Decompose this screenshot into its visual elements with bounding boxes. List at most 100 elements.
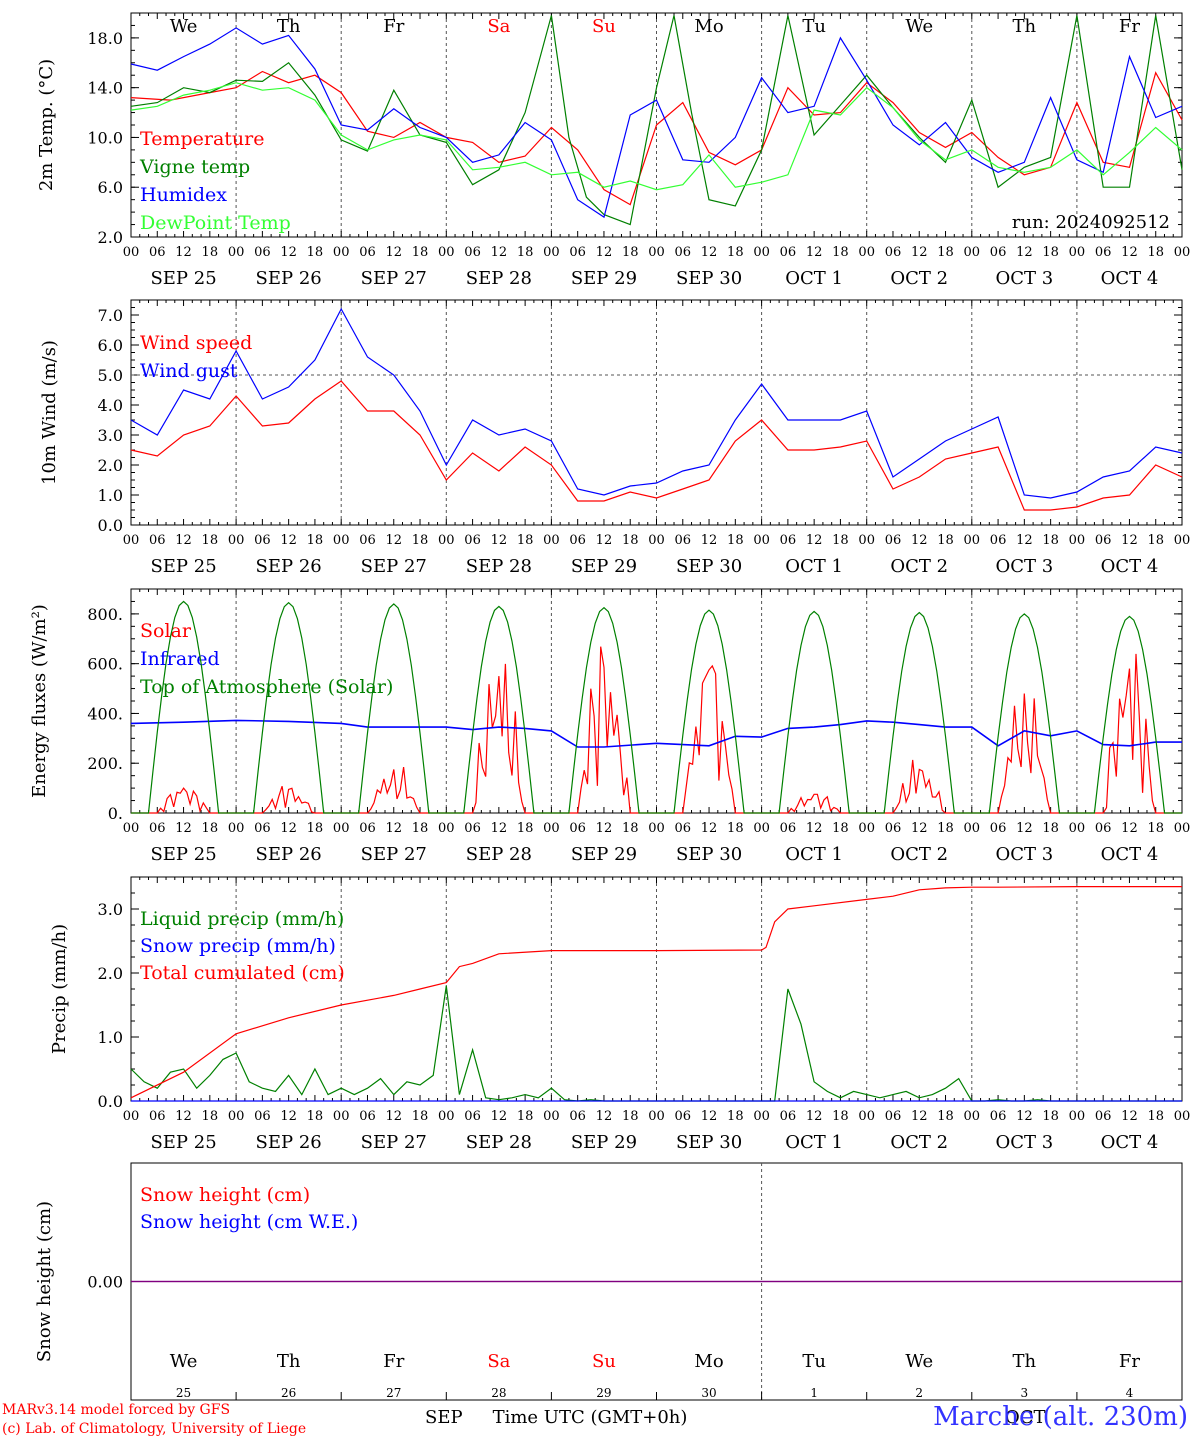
hour-tick-label: 18 (727, 1109, 744, 1124)
day-number-label: 30 (701, 1386, 716, 1400)
hour-tick-label: 18 (937, 533, 954, 548)
hour-tick-label: 18 (307, 533, 324, 548)
date-label: SEP 26 (256, 268, 322, 289)
hour-tick-label: 12 (911, 1109, 928, 1124)
hour-tick-label: 18 (412, 245, 429, 260)
hour-tick-label: 06 (990, 533, 1007, 548)
hour-tick-label: 06 (254, 245, 271, 260)
hour-tick-label: 00 (858, 533, 875, 548)
y-axis-title: Snow height (cm) (34, 1201, 55, 1362)
y-tick-label: 2.0 (98, 964, 123, 983)
hour-tick-label: 18 (202, 821, 219, 836)
date-label: SEP 30 (676, 1132, 742, 1153)
y-tick-label: 400. (87, 704, 123, 723)
series-line-infrared (130, 719, 1182, 748)
hour-tick-label: 06 (254, 1109, 271, 1124)
hour-tick-label: 00 (964, 245, 981, 260)
weekday-label: Th (277, 1351, 301, 1372)
hour-tick-label: 12 (280, 533, 297, 548)
hour-tick-label: 18 (622, 1109, 639, 1124)
hour-tick-label: 06 (990, 821, 1007, 836)
month-label-sep: SEP (425, 1407, 463, 1428)
legend-item: Temperature (140, 128, 264, 150)
y-tick-label: 0.00 (87, 1273, 123, 1292)
series-line-vigne-temp (130, 15, 1183, 226)
hour-tick-label: 12 (701, 533, 718, 548)
day-number-label: 25 (176, 1386, 191, 1400)
day-number-label: 1 (810, 1386, 818, 1400)
y-tick-label: 6.0 (98, 336, 123, 355)
hour-tick-label: 06 (569, 245, 586, 260)
model-credit: MARv3.14 model forced by GFS (2, 1402, 231, 1418)
panel-temp: 2.0 6.0 10.0 14.0 18.0 2m Temp. (°C) Temperatu… (36, 12, 1191, 289)
weekday-label: Sa (487, 1351, 510, 1372)
y-tick-label: 600. (87, 655, 123, 674)
date-label: OCT 1 (785, 844, 843, 865)
hour-tick-label: 00 (438, 821, 455, 836)
date-label: OCT 4 (1101, 844, 1159, 865)
y-tick-label: 7.0 (98, 306, 123, 325)
hour-tick-label: 00 (228, 245, 245, 260)
hour-tick-label: 06 (885, 821, 902, 836)
hour-tick-label: 00 (228, 1109, 245, 1124)
date-label: SEP 30 (676, 556, 742, 577)
date-label: SEP 27 (361, 1132, 427, 1153)
date-label: SEP 29 (571, 1132, 637, 1153)
weekday-label: We (170, 16, 198, 37)
hour-tick-label: 06 (675, 1109, 692, 1124)
hour-tick-label: 12 (385, 1109, 402, 1124)
date-label: OCT 4 (1101, 1132, 1159, 1153)
hour-tick-label: 06 (464, 1109, 481, 1124)
y-axis-title: 2m Temp. (°C) (36, 59, 57, 191)
hour-tick-label: 00 (1174, 245, 1191, 260)
y-tick-label: 3.0 (98, 900, 123, 919)
hour-tick-label: 12 (175, 1109, 192, 1124)
hour-tick-label: 12 (806, 245, 823, 260)
legend-item: Total cumulated (cm) (140, 962, 345, 984)
date-label: SEP 27 (361, 268, 427, 289)
hour-tick-label: 18 (727, 533, 744, 548)
series-line-dewpoint-temp (130, 82, 1183, 191)
series-line-top-of-atmosphere-solar- (131, 600, 1182, 814)
hour-tick-label: 18 (1147, 533, 1164, 548)
weekday-label: Mo (694, 16, 723, 37)
legend-item: Snow height (cm) (140, 1184, 310, 1206)
hour-tick-label: 00 (753, 533, 770, 548)
weekday-label: Fr (1119, 1351, 1140, 1372)
hour-tick-label: 06 (780, 245, 797, 260)
hour-tick-label: 12 (280, 1109, 297, 1124)
weekday-label: Fr (383, 16, 404, 37)
day-number-label: 28 (491, 1386, 506, 1400)
y-tick-label: 2.0 (98, 228, 123, 247)
y-tick-label: 5.0 (98, 366, 123, 385)
y-tick-label: 14.0 (87, 79, 123, 98)
hour-tick-label: 12 (1121, 1109, 1138, 1124)
weekday-label: Fr (1119, 16, 1140, 37)
hour-tick-label: 12 (911, 821, 928, 836)
hour-tick-label: 00 (228, 533, 245, 548)
month-label-oct: OCT (1005, 1407, 1046, 1428)
hour-tick-label: 12 (280, 821, 297, 836)
y-tick-label: 2.0 (98, 456, 123, 475)
hour-tick-label: 06 (464, 821, 481, 836)
legend-item: Humidex (140, 184, 227, 206)
weekday-label: Tu (802, 1351, 826, 1372)
hour-tick-label: 00 (753, 245, 770, 260)
hour-tick-label: 00 (1069, 245, 1086, 260)
y-tick-label: 0.0 (98, 1092, 123, 1111)
hour-tick-label: 18 (517, 821, 534, 836)
hour-tick-label: 18 (412, 821, 429, 836)
hour-tick-label: 00 (438, 533, 455, 548)
hour-tick-label: 12 (491, 1109, 508, 1124)
hour-tick-label: 00 (1069, 821, 1086, 836)
hour-tick-label: 18 (622, 245, 639, 260)
hour-tick-label: 18 (202, 533, 219, 548)
hour-tick-label: 00 (858, 245, 875, 260)
day-number-label: 2 (915, 1386, 923, 1400)
hour-tick-label: 18 (517, 533, 534, 548)
series-line-temperature (130, 70, 1183, 206)
hour-tick-label: 06 (464, 533, 481, 548)
weekday-label: Su (592, 1351, 616, 1372)
weekday-label: Tu (802, 16, 826, 37)
